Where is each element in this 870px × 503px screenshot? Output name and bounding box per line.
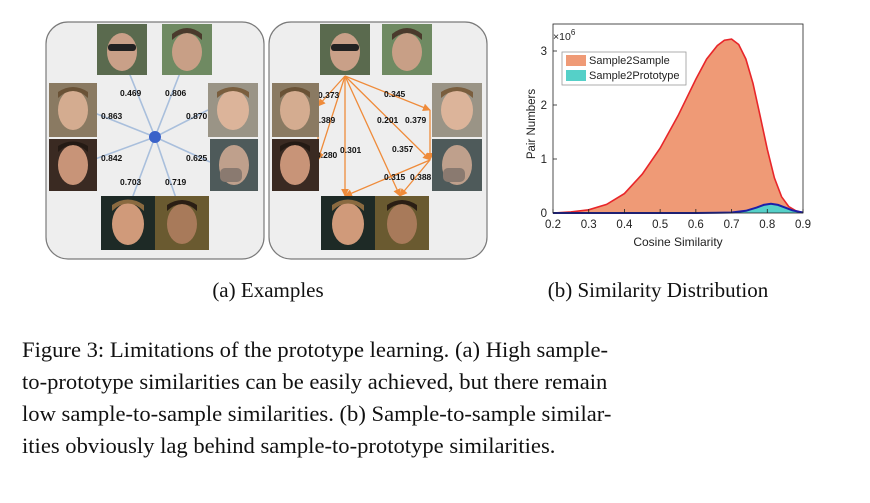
prototype-edge: [154, 136, 211, 163]
x-tick-label: 0.7: [724, 219, 740, 231]
panel-a-left: 0.469 0.806 0.863 0.870 0.842 0.625 0.70…: [45, 21, 265, 260]
plot-frame: [552, 23, 804, 214]
face-photo: [49, 83, 97, 137]
similarity-label: 0.389: [314, 115, 336, 125]
prototype-edge: [86, 109, 156, 138]
legend-label: Sample2Sample: [589, 55, 670, 67]
caption-line: to-prototype similarities can be easily …: [22, 369, 608, 394]
similarity-label: 0.357: [392, 144, 414, 154]
x-axis-label: Cosine Similarity: [633, 235, 722, 249]
similarity-label: 0.703: [120, 177, 142, 187]
x-tick-label: 0.2: [545, 219, 561, 231]
prototype-edges: [86, 54, 211, 205]
similarity-label: 0.280: [316, 150, 338, 160]
legend: Sample2Sample Sample2Prototype: [561, 51, 687, 86]
panel-a-caption: (a) Examples: [212, 278, 323, 302]
panel-b-caption: (b) Similarity Distribution: [548, 278, 769, 302]
similarity-label: 0.842: [101, 153, 123, 163]
x-tick-label: 0.9: [795, 219, 811, 231]
face-photo: [432, 139, 482, 191]
series-line-sample2sample: [552, 38, 804, 214]
face-photo: [432, 83, 482, 137]
similarity-label: 0.469: [120, 88, 142, 98]
series-area-sample2prototype: [553, 203, 803, 213]
face-photo: [375, 196, 429, 250]
right-similarity-labels: 0.373 0.345 0.389 0.201 0.379 0.301 0.35…: [314, 89, 432, 182]
caption-line: ities obviously lag behind sample-to-pro…: [22, 433, 556, 458]
x-tick-label: 0.8: [759, 219, 775, 231]
similarity-label: 0.379: [405, 115, 427, 125]
sample-edge: [317, 75, 346, 107]
sample-edges: [314, 75, 434, 197]
similarity-label: 0.625: [186, 153, 208, 163]
similarity-label: 0.388: [410, 172, 432, 182]
similarity-label: 0.373: [318, 90, 340, 100]
face-photo: [272, 139, 319, 191]
face-photo: [162, 24, 212, 75]
x-tick-label: 0.6: [688, 219, 704, 231]
caption-line: low sample-to-sample similarities. (b) S…: [22, 401, 612, 426]
face-photo: [382, 24, 432, 75]
similarity-label: 0.201: [377, 115, 399, 125]
legend-label: Sample2Prototype: [589, 70, 680, 82]
face-photo: [101, 196, 155, 250]
x-tick-label: 0.4: [616, 219, 633, 231]
similarity-label: 0.870: [186, 111, 208, 121]
sample-edge: [344, 75, 431, 112]
sample-edge: [344, 159, 431, 197]
figure-caption: Figure 3: Limitations of the prototype l…: [22, 334, 848, 462]
y-tick-label: 3: [541, 46, 547, 58]
face-photo: [155, 196, 209, 250]
prototype-edge: [129, 136, 156, 205]
face-photo: [208, 83, 258, 137]
chart-ticks: 0.2 0.3 0.4 0.5 0.6 0.7 0.8 0.9 0 1 2 3: [541, 46, 811, 231]
sample-edge: [344, 75, 431, 161]
face-photo: [320, 24, 370, 75]
y-axis-label: Pair Numbers: [526, 89, 538, 160]
prototype-edge: [154, 136, 179, 205]
prototype-edge: [154, 109, 209, 138]
prototype-node: [149, 131, 161, 143]
similarity-label: 0.863: [101, 111, 123, 121]
y-tick-label: 2: [541, 100, 547, 112]
x-tick-label: 0.3: [581, 219, 597, 231]
caption-line: Figure 3: Limitations of the prototype l…: [22, 337, 609, 362]
panel-a-right: 0.373 0.345 0.389 0.201 0.379 0.301 0.35…: [268, 21, 488, 260]
legend-swatch-sample2prototype: [566, 70, 586, 81]
face-photo: [97, 24, 147, 75]
similarity-label: 0.315: [384, 172, 406, 182]
x-tick-label: 0.5: [652, 219, 668, 231]
similarity-label: 0.345: [384, 89, 406, 99]
similarity-distribution-chart: 0.2 0.3 0.4 0.5 0.6 0.7 0.8 0.9 0 1 2 3 ×106 Cosine…: [526, 23, 811, 249]
y-tick-label: 0: [541, 208, 547, 220]
series-area-sample2sample: [553, 39, 803, 213]
y-multiplier: ×106: [553, 28, 576, 43]
similarity-label: 0.806: [165, 88, 187, 98]
similarity-label: 0.719: [165, 177, 187, 187]
face-photo: [49, 139, 97, 191]
face-photo: [272, 83, 319, 137]
legend-swatch-sample2sample: [566, 55, 586, 66]
sample-edge: [316, 75, 346, 161]
left-similarity-labels: 0.469 0.806 0.863 0.870 0.842 0.625 0.70…: [101, 88, 208, 187]
prototype-edge: [86, 136, 156, 163]
face-photo: [321, 196, 375, 250]
similarity-label: 0.301: [340, 145, 362, 155]
y-tick-label: 1: [541, 154, 547, 166]
sample-edge: [399, 159, 431, 197]
face-photo: [210, 139, 258, 191]
